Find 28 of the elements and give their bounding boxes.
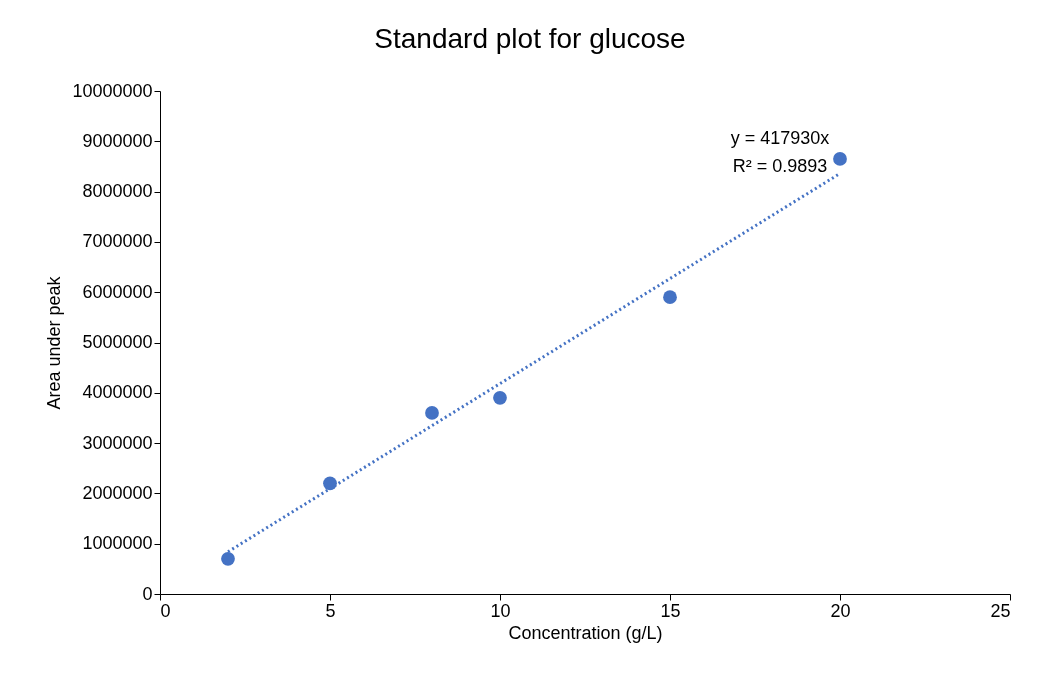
x-tick-label: 20 (830, 600, 851, 621)
y-tick-label: 0 (142, 583, 153, 604)
chart-title: Standard plot for glucose (374, 23, 686, 54)
y-tick-label: 2000000 (82, 482, 153, 503)
point (221, 551, 235, 566)
y-tick-label: 4000000 (82, 382, 153, 403)
point (493, 390, 507, 405)
x-tick-label: 15 (660, 600, 681, 621)
point (323, 476, 337, 491)
y-tick-label: 5000000 (82, 332, 153, 352)
y-tick-label: 1000000 (82, 533, 153, 554)
x-tick-label: 0 (160, 600, 171, 621)
annotation: y = 417930x (730, 128, 830, 148)
point (663, 290, 677, 305)
y-tick-label: 7000000 (82, 231, 153, 252)
point (833, 152, 847, 166)
y-tick-label: 6000000 (82, 281, 153, 302)
y-axis-title: Area under peak (44, 275, 65, 410)
annotation: R² = 0.9893 (732, 156, 828, 176)
y-tick-label: 9000000 (82, 130, 153, 151)
y-tick-label: 10000000 (72, 80, 153, 101)
x-tick-label: 25 (990, 600, 1011, 621)
x-tick-label: 10 (490, 600, 511, 621)
y-tick-label: 3000000 (82, 432, 153, 453)
x-axis-title: Concentration (g/L) (508, 622, 663, 643)
y-tick-label: 8000000 (82, 181, 153, 202)
point (425, 406, 439, 420)
x-tick-label: 5 (325, 600, 336, 621)
